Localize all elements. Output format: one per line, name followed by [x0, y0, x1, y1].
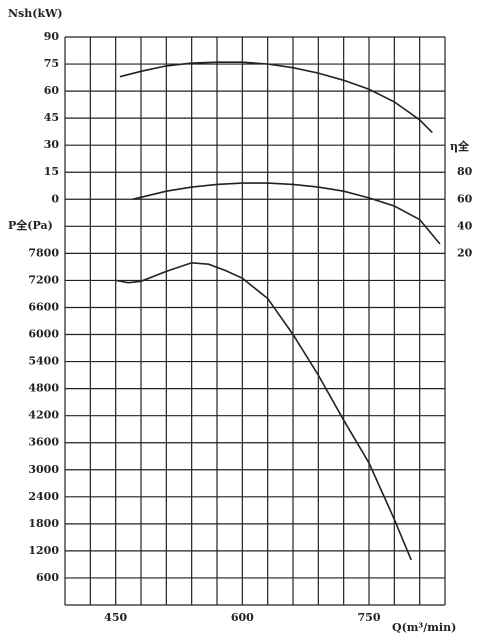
y2-tick-label: 7800	[28, 246, 59, 259]
y2-tick-label: 1200	[28, 544, 59, 557]
y2-tick-label: 5400	[28, 355, 59, 368]
y2-axis-title: P全(Pa)	[8, 218, 53, 232]
y2-tick-label: 2400	[28, 490, 59, 503]
curve	[119, 61, 433, 134]
y3-tick-label: 60	[457, 192, 473, 205]
y-tick-label: 0	[51, 192, 59, 205]
y-tick-label: 75	[44, 57, 59, 70]
y2-tick-label: 4800	[28, 382, 59, 395]
x-tick-label: 600	[231, 611, 254, 624]
curve	[115, 261, 412, 561]
y2-tick-label: 3000	[28, 463, 59, 476]
y2-tick-label: 4200	[28, 409, 59, 422]
y3-tick-label: 20	[457, 246, 473, 259]
y-tick-label: 90	[44, 30, 60, 43]
y3-tick-label: 40	[457, 219, 473, 232]
y-axis-title: Nsh(kW)	[8, 7, 63, 20]
y-tick-label: 15	[44, 165, 59, 178]
y2-tick-label: 1800	[28, 517, 59, 530]
x-tick-label: 450	[104, 611, 127, 624]
y2-tick-label: 3600	[28, 436, 59, 449]
y3-tick-label: 80	[457, 165, 473, 178]
y-tick-label: 45	[44, 111, 59, 124]
y2-tick-label: 6600	[28, 300, 59, 313]
y-tick-label: 30	[44, 138, 60, 151]
x-tick-label: 750	[358, 611, 381, 624]
x-axis-title: Q(m³/min)	[392, 621, 456, 634]
y2-tick-label: 6000	[28, 328, 59, 341]
y3-axis-title: η全	[450, 139, 470, 153]
y-tick-label: 60	[44, 84, 60, 97]
y2-tick-label: 7200	[28, 273, 59, 286]
curve	[132, 182, 441, 245]
y2-tick-label: 600	[36, 571, 59, 584]
